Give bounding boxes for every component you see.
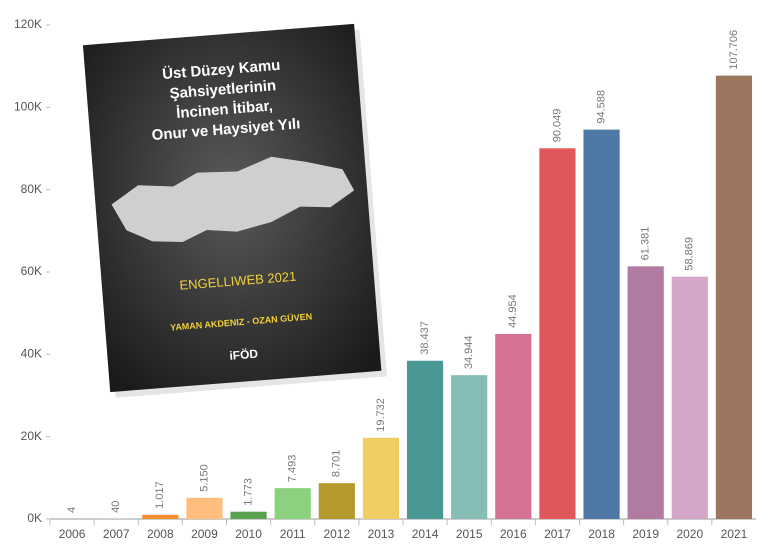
bar [230,511,267,519]
map-word-cloud [111,156,355,242]
x-tick-label: 2019 [632,527,659,541]
value-label: 44.954 [507,294,519,328]
x-tick-label: 2011 [280,527,306,541]
value-label: 1.017 [154,481,166,509]
y-tick-label: 0K [27,511,42,525]
bar [451,375,488,519]
y-tick-label: 100K [14,100,42,114]
value-label: 7.493 [287,455,299,483]
value-label: 107.706 [728,30,740,70]
x-tick-label: 2020 [676,527,703,541]
bar [583,129,620,519]
bar [715,75,753,520]
book-cover: Üst Düzey Kamu Şahsiyetlerinin İncinen İ… [82,23,387,398]
value-label: 94.588 [595,90,607,124]
value-label: 90.049 [551,109,563,143]
y-tick-label: 80K [21,182,42,196]
bar [495,333,532,519]
value-label: 61.381 [640,227,652,261]
bar [274,488,311,519]
x-tick-label: 2010 [235,527,262,541]
value-label: 4 [66,507,78,513]
value-label: 8.701 [331,450,343,478]
x-tick-label: 2009 [191,527,218,541]
bar [406,360,444,519]
x-tick-label: 2016 [500,527,527,541]
value-label: 38.437 [419,321,431,355]
bar [142,514,179,519]
bar [186,497,223,519]
x-tick-label: 2014 [412,527,439,541]
y-tick-label: 40K [21,347,42,361]
value-label: 34.944 [463,335,475,369]
y-tick-label: 60K [21,264,42,278]
x-tick-label: 2018 [588,527,615,541]
x-tick-label: 2008 [147,527,174,541]
bar [671,276,708,519]
x-tick-label: 2021 [721,527,748,541]
value-label: 40 [110,501,122,513]
x-tick-label: 2006 [59,527,86,541]
value-label: 58.869 [684,237,696,271]
value-label: 1.773 [242,478,254,506]
x-tick-label: 2013 [368,527,395,541]
value-label: 5.150 [198,464,210,492]
y-tick-label: 20K [21,429,42,443]
x-tick-label: 2012 [323,527,350,541]
y-tick-label: 120K [14,17,42,31]
bar [539,148,576,519]
bar [318,483,355,519]
x-tick-label: 2017 [544,527,571,541]
x-tick-label: 2007 [103,527,130,541]
bar [362,437,400,519]
bar [627,266,664,519]
cover-logo: iFÖD [229,346,259,363]
value-label: 19.732 [375,398,387,432]
x-tick-label: 2015 [456,527,483,541]
